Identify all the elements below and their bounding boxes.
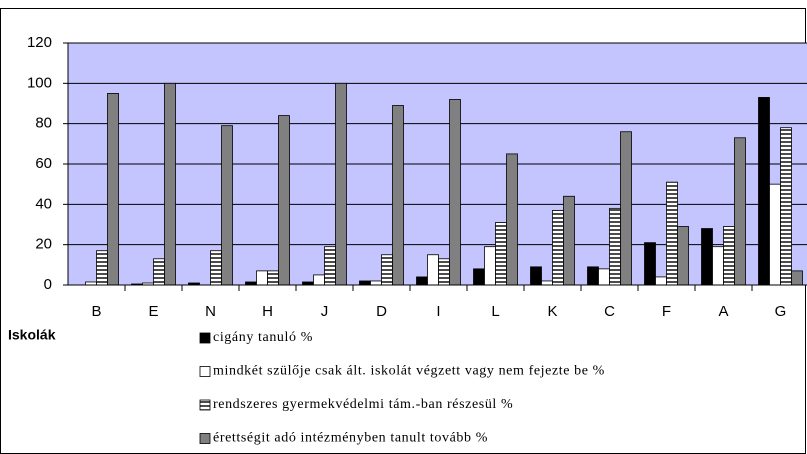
y-tick-label: 0 xyxy=(44,276,52,293)
bar xyxy=(473,268,485,286)
bar xyxy=(552,209,564,286)
bar xyxy=(164,82,176,286)
bar xyxy=(620,131,632,286)
bar xyxy=(701,228,713,286)
bar xyxy=(313,274,325,286)
x-tick-label: N xyxy=(205,303,216,320)
x-tick-label: C xyxy=(604,303,615,320)
bar xyxy=(267,270,279,286)
x-tick-label: L xyxy=(491,303,499,320)
y-tick-label: 80 xyxy=(35,115,52,132)
x-tick-label: I xyxy=(436,303,440,320)
y-tick-label: 40 xyxy=(35,195,52,212)
bar xyxy=(335,82,347,286)
bar xyxy=(370,280,382,286)
bar xyxy=(780,127,792,286)
legend-swatch xyxy=(199,433,211,444)
x-tick-label: H xyxy=(262,303,273,320)
bar xyxy=(609,207,621,286)
x-tick-label: G xyxy=(775,303,787,320)
bar xyxy=(278,115,290,286)
x-tick-label: J xyxy=(321,303,329,320)
bar xyxy=(655,276,667,286)
legend-label: cigány tanuló % xyxy=(213,330,313,345)
bar xyxy=(598,268,610,286)
y-tick-label: 20 xyxy=(35,236,52,253)
bar xyxy=(644,242,656,286)
bar xyxy=(449,99,461,286)
bar xyxy=(484,246,496,286)
bar xyxy=(506,153,518,286)
bar xyxy=(438,258,450,286)
bar xyxy=(256,270,268,286)
bar xyxy=(210,250,222,286)
x-tick-label: B xyxy=(91,303,101,320)
x-tick-label: K xyxy=(547,303,557,320)
y-tick-label: 120 xyxy=(27,34,52,51)
legend-swatch xyxy=(199,332,211,344)
bar xyxy=(107,93,119,286)
bar xyxy=(153,258,165,286)
bar xyxy=(666,181,678,286)
bar xyxy=(359,280,371,286)
legend-label: érettségit adó intézményben tanult továb… xyxy=(213,431,488,446)
bar xyxy=(769,183,781,286)
bar xyxy=(712,246,724,286)
x-tick-label: E xyxy=(148,303,158,320)
bar xyxy=(324,246,336,286)
bar xyxy=(530,266,542,286)
bar xyxy=(677,226,689,286)
bar xyxy=(723,226,735,286)
bar xyxy=(221,125,233,286)
bar xyxy=(381,254,393,286)
x-tick-label: D xyxy=(376,303,387,320)
bar xyxy=(791,270,803,286)
legend-swatch xyxy=(199,366,211,377)
bar xyxy=(495,222,507,286)
x-tick-label: A xyxy=(718,303,728,320)
legend-label: mindkét szülője csak ált. iskolát végzet… xyxy=(213,364,605,379)
bar xyxy=(734,137,746,286)
bar xyxy=(563,195,575,286)
bar xyxy=(541,280,553,286)
bar xyxy=(587,266,599,286)
bar xyxy=(416,276,428,286)
bar xyxy=(392,105,404,286)
y-tick-label: 100 xyxy=(27,74,52,91)
x-axis-label: Iskolák xyxy=(8,327,56,343)
legend-label: rendszeres gyermekvédelmi tám.-ban része… xyxy=(213,397,513,412)
y-tick-label: 60 xyxy=(35,155,52,172)
bar xyxy=(758,97,770,286)
x-tick-label: F xyxy=(662,303,671,320)
bar xyxy=(427,254,439,286)
bar xyxy=(96,250,108,286)
legend-swatch xyxy=(199,399,211,411)
